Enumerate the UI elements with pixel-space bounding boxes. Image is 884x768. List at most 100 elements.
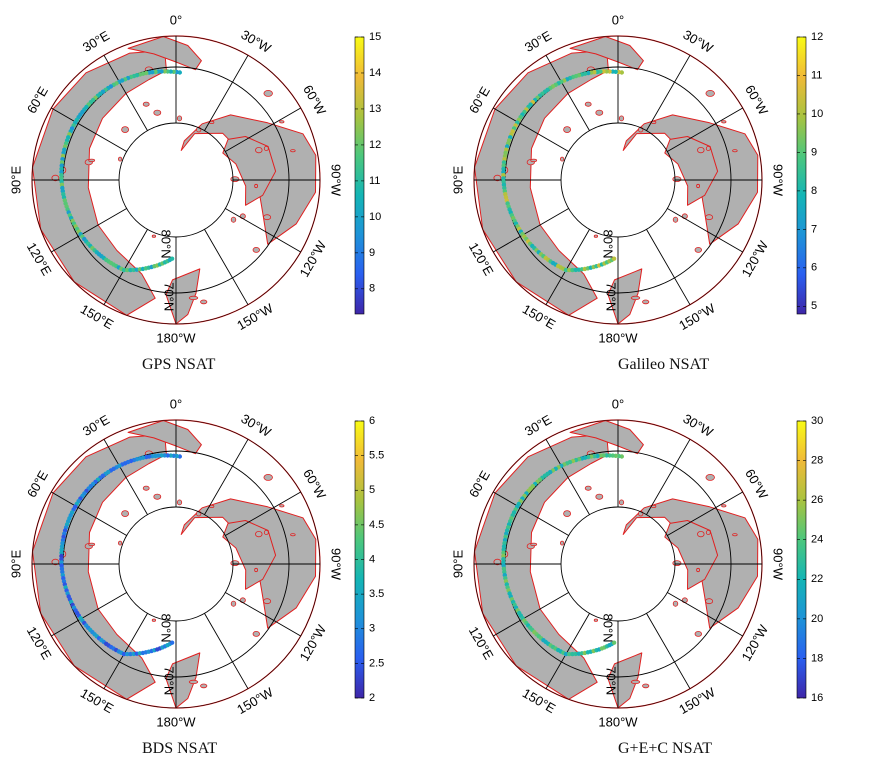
island <box>176 115 183 122</box>
colorbar-tick-label: 30 <box>811 415 823 427</box>
colorbar-tick-label: 3 <box>369 623 375 635</box>
track-point <box>501 166 506 171</box>
track-point <box>59 169 64 175</box>
island <box>696 183 701 189</box>
island <box>88 542 96 547</box>
latitude-label-70: 70°N <box>161 666 176 695</box>
longitude-label: 90°W <box>771 164 786 197</box>
map-panel-gps: 90°W 120°W 150°W 180°W 150°E 120°E 90°E 60°E 30°… <box>0 0 442 384</box>
colorbar-tick-label: 5.5 <box>369 450 384 462</box>
longitude-label: 60°W <box>742 466 771 502</box>
meridian-line <box>204 229 249 305</box>
island <box>672 216 679 223</box>
island <box>252 246 260 253</box>
longitude-label: 60°W <box>300 82 329 118</box>
longitude-label: 90°W <box>329 164 344 197</box>
track-point <box>169 640 175 645</box>
meridian-line <box>225 208 301 253</box>
island <box>121 510 129 518</box>
track-point <box>567 651 572 657</box>
track-point <box>501 160 507 165</box>
track-point <box>128 651 133 657</box>
map-figure: 90°W120°W150°W180°W150°E120°E90°E60°E30°… <box>8 12 381 345</box>
colorbar-tick-label: 8 <box>369 283 375 295</box>
island <box>290 149 296 153</box>
ship-track <box>501 69 624 273</box>
track-point <box>501 173 506 178</box>
colorbar-tick-label: 10 <box>811 108 823 120</box>
track-point <box>59 166 64 171</box>
island <box>51 174 60 182</box>
meridian-line <box>51 107 127 152</box>
landmass-2 <box>607 652 643 708</box>
track-point <box>604 69 609 74</box>
colorbar-tick-label: 12 <box>369 139 381 151</box>
island <box>705 474 715 481</box>
colorbar-tick-label: 9 <box>369 247 375 259</box>
longitude-label: 30°E <box>522 412 554 439</box>
track-point <box>501 544 507 549</box>
meridian-line <box>225 107 301 152</box>
longitude-label: 30°E <box>80 28 112 55</box>
island <box>279 120 285 124</box>
track-point <box>59 544 65 549</box>
track-point <box>59 547 64 552</box>
colorbar: 2 2.5 3 3.5 4 4.5 5 5.5 6 <box>354 415 384 704</box>
colorbar-tick-label: 13 <box>369 103 381 115</box>
landmass-1 <box>222 136 277 206</box>
latitude-label-80: 80°N <box>158 229 173 258</box>
island <box>630 295 641 300</box>
island <box>618 115 625 122</box>
track-point <box>59 566 65 571</box>
track-point <box>59 563 64 568</box>
track-point <box>501 176 506 181</box>
map-panel-gec: 90°W 120°W 150°W 180°W 150°E 120°E 90°E 60°E 30°… <box>442 384 884 768</box>
island <box>254 567 259 573</box>
latitude-label-70: 70°N <box>161 282 176 311</box>
meridian-line <box>51 592 127 637</box>
latitude-label-80: 80°N <box>600 229 615 258</box>
colorbar-tick-label: 6 <box>811 262 817 274</box>
longitude-label: 90°W <box>329 548 344 581</box>
longitude-label: 30°E <box>522 28 554 55</box>
island <box>254 183 259 189</box>
landmass-1 <box>664 520 719 590</box>
island <box>721 504 727 508</box>
meridian-line <box>204 613 249 689</box>
island <box>279 504 285 508</box>
meridian-line <box>667 208 743 253</box>
island <box>705 145 711 151</box>
island <box>188 295 199 300</box>
meridian-line <box>103 439 148 515</box>
colorbar-tick-label: 14 <box>369 67 381 79</box>
graticule <box>473 419 763 709</box>
island <box>672 560 682 567</box>
longitude-label: 60°W <box>742 82 771 118</box>
map-panel-galileo: 90°W 120°W 150°W 180°W 150°E 120°E 90°E 60°E 30°… <box>442 0 884 384</box>
track-point <box>125 651 130 657</box>
island <box>290 533 296 537</box>
island <box>642 683 650 689</box>
meridian-line <box>204 55 249 131</box>
island <box>176 499 183 506</box>
colorbar: 16 18 20 22 24 26 28 30 <box>796 415 823 704</box>
track-point <box>601 69 606 74</box>
island <box>200 299 208 305</box>
meridian-line <box>103 229 148 305</box>
colorbar-tick-label: 7 <box>811 223 817 235</box>
landmass-2 <box>607 268 643 324</box>
track-point <box>59 160 65 165</box>
island <box>51 558 60 566</box>
island <box>263 145 269 151</box>
track-point <box>121 651 127 657</box>
longitude-label: 0° <box>170 396 182 411</box>
island <box>697 531 705 538</box>
longitude-label: 90°E <box>8 166 23 195</box>
track-point <box>501 179 506 184</box>
track-point <box>159 69 164 74</box>
meridian-line <box>667 592 743 637</box>
colorbar-tick-label: 16 <box>811 692 823 704</box>
meridian-line <box>103 55 148 131</box>
colorbar-tick-label: 26 <box>811 494 823 506</box>
landmass-1 <box>664 136 719 206</box>
